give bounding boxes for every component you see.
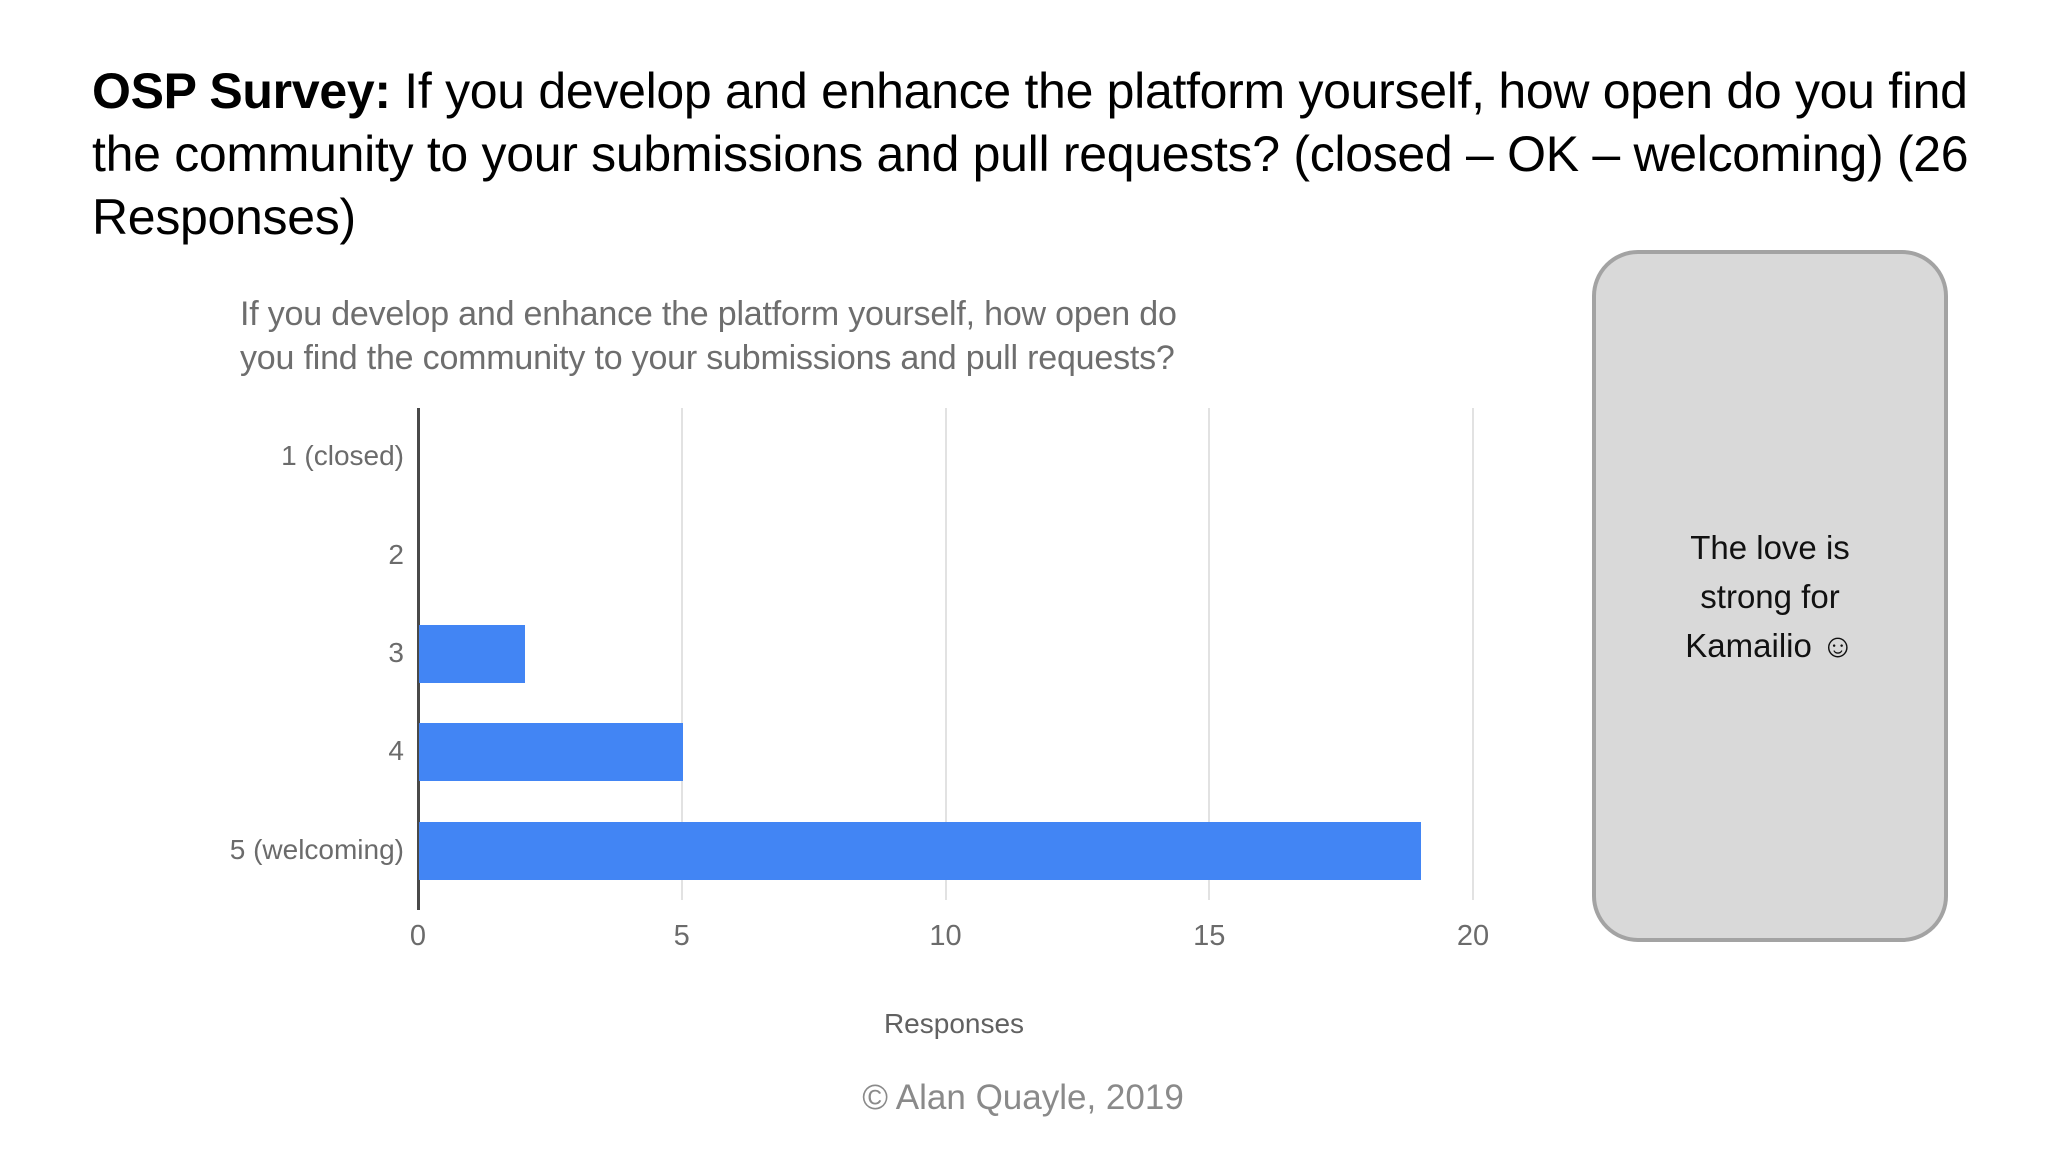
x-axis-tick: 10 — [929, 920, 962, 952]
gridline — [680, 408, 683, 900]
y-axis-label: 2 — [388, 538, 404, 570]
callout-line: The love is — [1690, 528, 1850, 566]
gridline — [1208, 408, 1211, 900]
x-axis-tick: 5 — [673, 920, 690, 952]
page-title-prefix: OSP Survey: — [92, 63, 391, 119]
page-title: OSP Survey: If you develop and enhance t… — [92, 60, 1972, 249]
callout-line: strong for — [1700, 577, 1840, 615]
y-axis-line — [417, 408, 420, 910]
gridline — [944, 408, 947, 900]
plot-area: 0 5 10 15 20 1 (closed) 2 3 4 5 (welcoming) — [230, 408, 1490, 952]
y-axis-label: 5 (welcoming) — [229, 833, 404, 865]
copyright-text: © Alan Quayle, 2019 — [862, 1078, 1184, 1117]
x-axis-tick: 15 — [1193, 920, 1226, 952]
y-axis-label: 3 — [388, 637, 404, 668]
bar — [419, 625, 525, 683]
chart-title: If you develop and enhance the platform … — [240, 292, 1520, 380]
page-title-text: If you develop and enhance the platform … — [92, 63, 1969, 245]
x-axis-title: Responses — [883, 1008, 1025, 1039]
x-axis-tick: 20 — [1456, 920, 1490, 952]
callout-line: Kamailio ☺ — [1685, 626, 1855, 664]
gridline — [1472, 408, 1474, 900]
bar — [419, 723, 683, 782]
callout-box: The love is strong for Kamailio ☺ — [1592, 250, 1948, 942]
y-axis-label: 1 (closed) — [281, 440, 404, 472]
chart-title-line1: If you develop and enhance the platform … — [240, 295, 1177, 333]
bar — [419, 821, 1422, 880]
y-axis-label: 4 — [388, 735, 404, 767]
chart-title-line2: you find the community to your submissio… — [240, 339, 1175, 377]
x-axis-tick: 0 — [409, 920, 427, 952]
